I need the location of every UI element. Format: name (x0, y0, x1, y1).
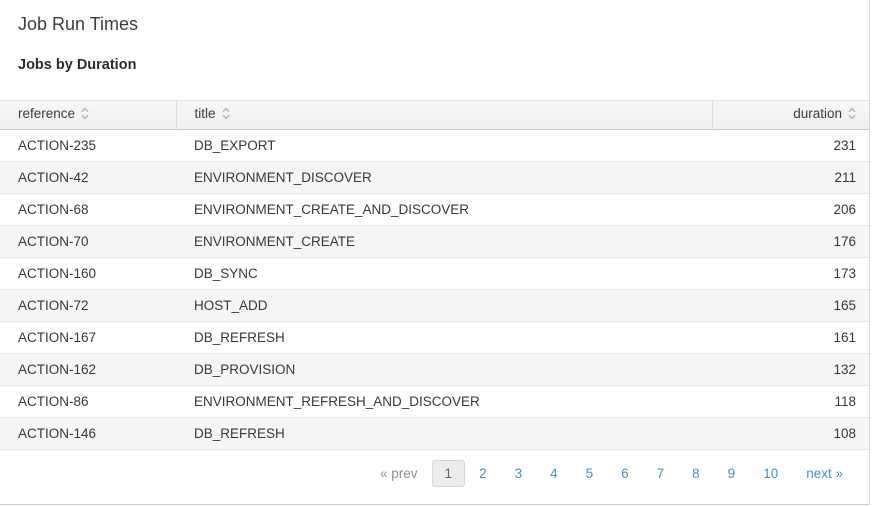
pagination-page-7[interactable]: 7 (656, 465, 665, 481)
column-header-duration[interactable]: duration (712, 99, 869, 130)
pagination-page-1[interactable]: 1 (431, 459, 466, 488)
cell-title: ENVIRONMENT_REFRESH_AND_DISCOVER (176, 385, 712, 418)
cell-title: HOST_ADD (176, 289, 712, 322)
cell-reference: ACTION-162 (0, 353, 176, 386)
cell-duration: 118 (712, 385, 869, 418)
pagination-page-6[interactable]: 6 (621, 465, 629, 481)
cell-title: DB_PROVISION (176, 353, 712, 386)
cell-title: ENVIRONMENT_CREATE_AND_DISCOVER (176, 193, 712, 226)
pagination-page-4[interactable]: 4 (550, 465, 558, 481)
pagination-page-8[interactable]: 8 (692, 465, 700, 481)
table-row: ACTION-72 HOST_ADD 165 (0, 289, 869, 322)
pagination-page-10[interactable]: 10 (763, 465, 779, 481)
table-row: ACTION-42 ENVIRONMENT_DISCOVER 211 (0, 161, 869, 194)
cell-duration: 231 (712, 129, 869, 162)
column-header-title[interactable]: title (176, 99, 713, 130)
cell-duration: 132 (712, 353, 869, 386)
cell-title: DB_SYNC (176, 257, 712, 290)
cell-title: ENVIRONMENT_DISCOVER (176, 161, 712, 194)
page-title: Job Run Times (18, 14, 139, 34)
column-header-reference[interactable]: reference (0, 99, 177, 130)
column-header-label: reference (18, 106, 76, 122)
cell-duration: 165 (712, 289, 869, 322)
cell-title: ENVIRONMENT_CREATE (176, 225, 712, 258)
pagination-prev-button[interactable]: « prev (380, 465, 418, 481)
cell-reference: ACTION-70 (0, 225, 176, 258)
column-header-label: title (194, 106, 216, 122)
cell-title: DB_EXPORT (176, 129, 712, 162)
cell-reference: ACTION-235 (0, 129, 176, 162)
cell-duration: 108 (712, 417, 869, 450)
column-header-label: duration (793, 106, 842, 122)
pagination-page-3[interactable]: 3 (514, 465, 523, 481)
cell-reference: ACTION-160 (0, 257, 176, 290)
cell-duration: 206 (712, 193, 869, 226)
cell-title: DB_REFRESH (176, 417, 712, 450)
table-row: ACTION-162 DB_PROVISION 132 (0, 353, 869, 386)
cell-duration: 176 (712, 225, 869, 258)
cell-reference: ACTION-86 (0, 385, 176, 418)
sort-icon[interactable] (222, 107, 230, 123)
pagination-pages: 1 2 3 4 5 6 7 8 9 10 (431, 459, 793, 488)
pagination-page-5[interactable]: 5 (585, 465, 594, 481)
table-row: ACTION-235 DB_EXPORT 231 (0, 129, 869, 162)
table-row: ACTION-167 DB_REFRESH 161 (0, 321, 869, 354)
section-title: Jobs by Duration (18, 56, 137, 73)
cell-duration: 211 (712, 161, 869, 194)
cell-reference: ACTION-167 (0, 321, 176, 354)
pagination-next-button[interactable]: next » (806, 465, 843, 481)
pagination: « prev 1 2 3 4 5 6 7 8 9 10 next » (0, 450, 869, 488)
cell-reference: ACTION-42 (0, 161, 176, 194)
cell-reference: ACTION-146 (0, 417, 176, 450)
table-row: ACTION-86 ENVIRONMENT_REFRESH_AND_DISCOV… (0, 385, 869, 418)
pagination-page-9[interactable]: 9 (727, 465, 736, 481)
cell-reference: ACTION-68 (0, 193, 176, 226)
table-body: ACTION-235 DB_EXPORT 231 ACTION-42 ENVIR… (0, 129, 869, 450)
table-header: reference title duration (0, 99, 869, 130)
cell-duration: 161 (712, 321, 869, 354)
jobs-table: reference title duration ACTION-235 DB_E… (0, 99, 869, 450)
cell-duration: 173 (712, 257, 869, 290)
sort-icon[interactable] (81, 107, 89, 123)
table-row: ACTION-160 DB_SYNC 173 (0, 257, 869, 290)
pagination-page-2[interactable]: 2 (479, 465, 487, 481)
table-header-row: reference title duration (0, 99, 869, 130)
heading-block: Job Run Times Jobs by Duration (0, 0, 869, 74)
table-row: ACTION-68 ENVIRONMENT_CREATE_AND_DISCOVE… (0, 193, 869, 226)
table-row: ACTION-70 ENVIRONMENT_CREATE 176 (0, 225, 869, 258)
cell-reference: ACTION-72 (0, 289, 176, 322)
cell-title: DB_REFRESH (176, 321, 712, 354)
table-row: ACTION-146 DB_REFRESH 108 (0, 417, 869, 450)
sort-icon[interactable] (848, 107, 856, 123)
